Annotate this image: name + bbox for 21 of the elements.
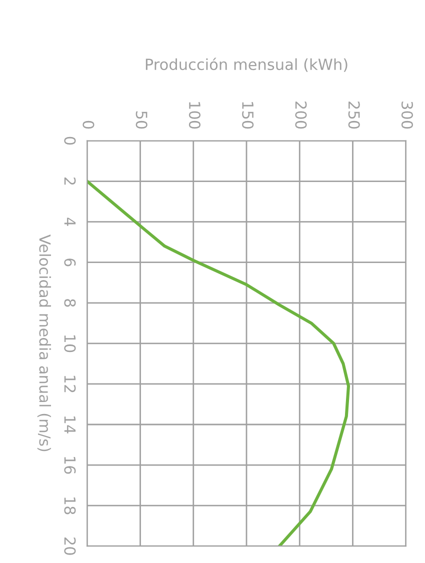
y-tick-label: 2 [64, 178, 76, 185]
y-tick-label: 14 [64, 416, 76, 434]
y-tick-label: 8 [64, 299, 76, 307]
y-tick-label: 0 [64, 136, 76, 145]
x-axis-title: Producción mensual (kWh) [146, 58, 348, 72]
x-tick-label: 200 [295, 102, 307, 129]
line-series [87, 180, 350, 546]
x-tick-label: 300 [401, 102, 413, 129]
y-tick-label: 12 [64, 376, 76, 392]
x-tick-label: 50 [136, 111, 148, 129]
y-tick-label: 4 [64, 218, 76, 226]
y-tick-label: 20 [64, 538, 76, 555]
y-tick-label: 18 [64, 498, 76, 514]
y-tick-label: 16 [64, 456, 76, 474]
y-axis-title: Velocidad media anual (m/s) [37, 234, 52, 452]
y-tick-label: 10 [64, 335, 76, 352]
y-tick-label: 6 [64, 258, 76, 266]
x-tick-label: 100 [188, 102, 200, 129]
x-tick-label: 0 [82, 120, 94, 129]
x-tick-label: 150 [242, 102, 254, 129]
x-tick-label: 250 [348, 102, 360, 129]
